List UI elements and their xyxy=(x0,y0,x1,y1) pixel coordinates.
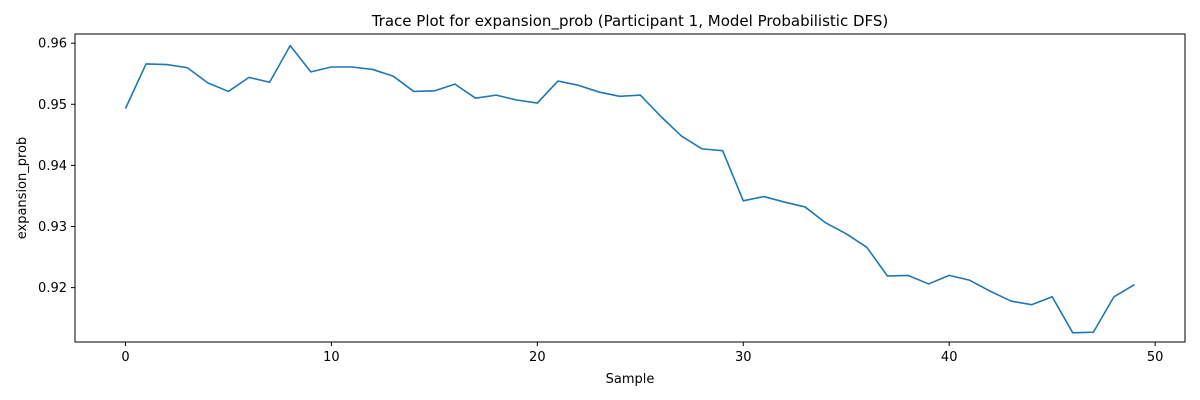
y-tick-label: 0.95 xyxy=(38,98,67,113)
y-tick-label: 0.94 xyxy=(38,159,67,174)
x-tick-label: 20 xyxy=(529,350,546,365)
y-tick-label: 0.92 xyxy=(38,281,67,296)
x-tick-label: 10 xyxy=(323,350,340,365)
x-tick-label: 30 xyxy=(735,350,752,365)
plot-area: 0.92 0.93 0.94 0.95 0.96 0 10 20 30 40 50 xyxy=(38,33,1186,365)
series-line xyxy=(124,44,1135,334)
chart-title: Trace Plot for expansion_prob (Participa… xyxy=(371,12,889,31)
y-axis-label: expansion_prob xyxy=(15,137,30,240)
x-tick-label: 50 xyxy=(1147,350,1164,365)
axes-frame xyxy=(74,33,1186,343)
x-axis-label: Sample xyxy=(606,372,655,387)
y-tick-label: 0.96 xyxy=(38,37,67,52)
y-tick-label: 0.93 xyxy=(38,220,67,235)
x-tick-label: 0 xyxy=(121,350,129,365)
x-tick-label: 40 xyxy=(941,350,958,365)
